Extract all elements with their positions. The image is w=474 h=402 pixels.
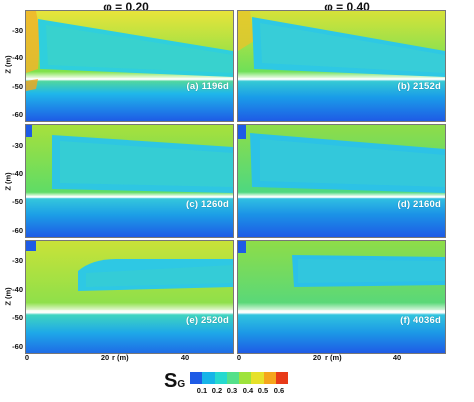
colorbar-cell-3 <box>226 372 239 384</box>
panel-c-label: (c) 1260d <box>186 199 229 210</box>
y-tick-row1-30: -30 <box>12 26 23 35</box>
colorbar-cell-0 <box>190 372 203 384</box>
colorbar-tick-01: 0.1 <box>196 386 208 395</box>
panel-d-label: (d) 2160d <box>397 199 441 210</box>
panel-e-field <box>26 241 233 353</box>
colorbar-cell-2 <box>214 372 227 384</box>
y-tick-row3-40: -40 <box>12 285 23 294</box>
y-tick-row3-50: -50 <box>12 313 23 322</box>
x-tick-right-0: 0 <box>236 353 242 362</box>
y-tick-row1-40: -40 <box>12 53 23 62</box>
colorbar-cell-6 <box>263 372 276 384</box>
panel-a: (a) 1196d <box>25 10 234 122</box>
panel-e-label: (e) 2520d <box>186 315 229 326</box>
x-tick-left-40: 40 <box>180 353 190 362</box>
colorbar-symbol: SG <box>164 370 185 393</box>
panel-e: (e) 2520d <box>25 240 234 354</box>
panel-b: (b) 2152d <box>237 10 446 122</box>
y-tick-row2-30: -30 <box>12 141 23 150</box>
panel-f-label: (f) 4036d <box>400 315 441 326</box>
colorbar <box>190 372 288 384</box>
y-tick-row3-30: -30 <box>12 256 23 265</box>
colorbar-cell-7 <box>275 372 288 384</box>
colorbar-cell-4 <box>239 372 252 384</box>
panel-b-label: (b) 2152d <box>397 81 441 92</box>
panel-a-field <box>26 11 233 121</box>
y-tick-row1-50: -50 <box>12 82 23 91</box>
colorbar-tick-03: 0.3 <box>226 386 238 395</box>
colorbar-tick-05: 0.5 <box>257 386 269 395</box>
panel-f: (f) 4036d <box>237 240 446 354</box>
colorbar-cell-1 <box>202 372 215 384</box>
panel-d: (d) 2160d <box>237 124 446 238</box>
colorbar-tick-04: 0.4 <box>242 386 254 395</box>
x-tick-right-20: 20 <box>312 353 322 362</box>
colorbar-tick-06: 0.6 <box>273 386 285 395</box>
x-tick-left-20: 20 <box>100 353 110 362</box>
x-axis-label-right: r (m) <box>325 353 342 362</box>
panel-c-field <box>26 125 233 237</box>
y-tick-row2-50: -50 <box>12 197 23 206</box>
colorbar-cell-5 <box>251 372 264 384</box>
y-tick-row1-60: -60 <box>12 110 23 119</box>
panel-d-field <box>238 125 445 237</box>
panel-b-field <box>238 11 445 121</box>
panel-f-field <box>238 241 445 353</box>
x-tick-left-0: 0 <box>24 353 30 362</box>
y-tick-row2-60: -60 <box>12 226 23 235</box>
panel-a-label: (a) 1196d <box>186 81 229 92</box>
x-tick-right-40: 40 <box>392 353 402 362</box>
colorbar-symbol-text: S <box>164 370 178 392</box>
panel-c: (c) 1260d <box>25 124 234 238</box>
y-tick-row2-40: -40 <box>12 169 23 178</box>
colorbar-tick-02: 0.2 <box>211 386 223 395</box>
y-tick-row3-60: -60 <box>12 342 23 351</box>
colorbar-subscript: G <box>177 379 186 390</box>
x-axis-label-left: r (m) <box>112 353 129 362</box>
